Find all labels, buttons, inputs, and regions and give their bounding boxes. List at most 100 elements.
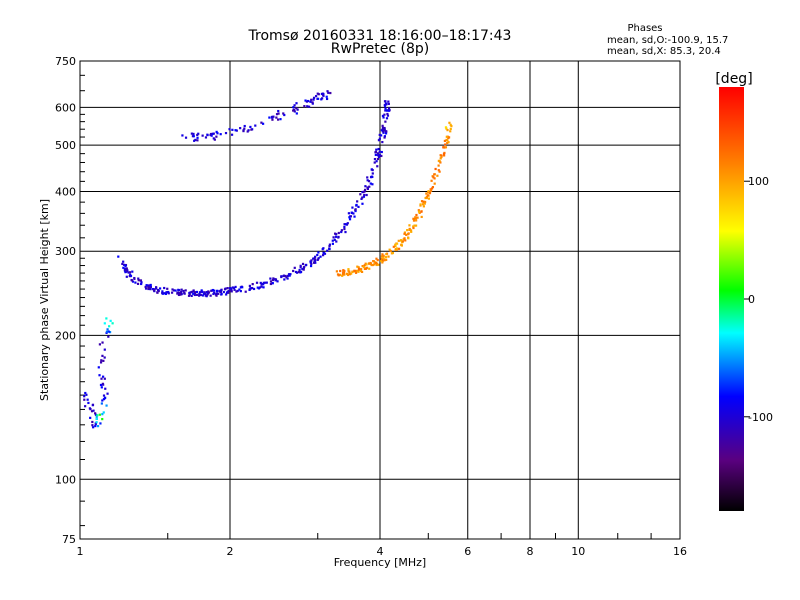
- multi-hop-point: [306, 105, 309, 108]
- o-trace-point: [187, 294, 191, 297]
- o-trace-point: [269, 280, 273, 283]
- x-trace-point: [347, 268, 350, 271]
- o-trace-point: [309, 264, 313, 268]
- multi-hop-point: [277, 112, 280, 115]
- o-trace-point: [188, 293, 191, 296]
- colorbar-tick-label: 0: [748, 293, 755, 306]
- o-trace-point: [384, 103, 388, 106]
- y-tick-label: 500: [55, 139, 76, 152]
- multi-hop-point: [272, 115, 275, 118]
- low-f-point: [101, 341, 104, 344]
- o-trace-point: [380, 134, 383, 137]
- o-trace-point: [283, 274, 286, 277]
- multi-hop-point: [212, 137, 215, 140]
- o-trace-point: [259, 281, 262, 285]
- grid-lines: [80, 61, 680, 539]
- o-trace-point: [365, 193, 368, 197]
- o-trace-point: [198, 293, 201, 296]
- x-trace-point: [391, 251, 394, 255]
- o-trace-point: [302, 268, 305, 271]
- x-trace-point: [359, 269, 363, 273]
- multi-hop-point: [327, 91, 330, 94]
- y-tick-label: 600: [55, 101, 76, 114]
- multi-hop-point: [206, 133, 209, 137]
- o-trace-point: [378, 153, 381, 157]
- x-trace-point: [399, 239, 403, 242]
- o-trace-point: [124, 263, 128, 267]
- o-trace-point: [176, 292, 179, 295]
- o-trace-point: [222, 290, 225, 294]
- multi-hop-point: [320, 92, 324, 96]
- o-trace-point: [359, 193, 362, 196]
- o-trace-point: [198, 291, 201, 294]
- o-trace-point: [328, 243, 332, 246]
- o-trace-point: [251, 283, 254, 286]
- o-trace-point: [378, 150, 381, 153]
- multi-hop-point: [275, 113, 279, 116]
- o-trace-point: [335, 233, 338, 236]
- o-trace-point: [180, 290, 183, 294]
- x-trace-point: [371, 263, 374, 267]
- o-trace-point: [296, 271, 299, 274]
- low-f-point: [101, 417, 104, 421]
- x-trace-point: [381, 261, 384, 264]
- o-trace-point: [276, 280, 279, 283]
- o-trace-point: [299, 264, 302, 267]
- o-trace-point: [213, 289, 216, 292]
- x-trace-point: [377, 263, 380, 266]
- x-trace-point: [449, 127, 452, 131]
- o-trace-point: [155, 287, 158, 290]
- x-trace-point: [401, 240, 404, 243]
- o-trace-point: [117, 255, 120, 258]
- o-trace-point: [192, 292, 195, 295]
- multi-hop-point: [211, 132, 214, 135]
- y-tick-label: 750: [55, 55, 76, 68]
- o-trace-point: [384, 120, 387, 123]
- o-trace-point: [363, 190, 366, 193]
- o-trace-point: [343, 225, 346, 229]
- x-trace-point: [448, 121, 451, 124]
- x-trace-point: [445, 135, 448, 138]
- o-trace-point: [140, 282, 143, 286]
- multi-hop-point: [254, 124, 257, 127]
- o-trace-point: [299, 266, 302, 269]
- low-f-point: [98, 343, 102, 346]
- o-trace-point: [210, 289, 213, 292]
- o-trace-point: [274, 278, 278, 281]
- o-trace-point: [129, 273, 132, 277]
- o-trace-point: [248, 288, 251, 292]
- o-trace-point: [139, 279, 143, 282]
- low-f-point: [91, 424, 94, 427]
- o-trace-point: [163, 286, 166, 290]
- x-trace-point: [442, 152, 446, 156]
- o-trace-point: [383, 126, 386, 130]
- multi-hop-point: [196, 136, 199, 139]
- o-trace-point: [203, 291, 206, 294]
- multi-hop-point: [279, 118, 282, 121]
- low-f-point: [103, 397, 107, 400]
- o-trace-point: [387, 109, 391, 112]
- phases-o-stats: mean, sd,O:-100.9, 15.7: [607, 35, 728, 46]
- multi-hop-point: [261, 122, 265, 125]
- low-f-point: [100, 377, 103, 380]
- o-trace-point: [209, 294, 212, 297]
- multi-hop-point: [304, 99, 307, 102]
- low-f-point: [91, 403, 95, 406]
- x-trace-point: [412, 226, 415, 230]
- x-trace-point: [418, 211, 421, 215]
- x-trace-point: [422, 205, 425, 208]
- x-trace-point: [395, 242, 399, 245]
- o-trace-point: [381, 128, 384, 131]
- o-trace-point: [227, 291, 230, 294]
- o-trace-point: [378, 137, 381, 140]
- multi-hop-point: [292, 106, 295, 109]
- x-trace-point: [381, 259, 385, 262]
- o-trace-point: [128, 274, 131, 278]
- x-trace-point: [419, 203, 422, 206]
- multi-hop-point: [243, 124, 246, 128]
- x-trace-point: [406, 229, 409, 232]
- x-tick-label: 16: [673, 545, 687, 558]
- low-f-point: [94, 413, 98, 416]
- o-trace-point: [269, 277, 272, 280]
- o-trace-point: [313, 258, 317, 261]
